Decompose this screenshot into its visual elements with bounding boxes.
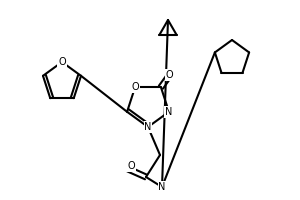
- Text: O: O: [127, 161, 135, 171]
- Text: O: O: [166, 70, 174, 80]
- Text: N: N: [165, 107, 172, 117]
- Text: O: O: [58, 57, 66, 67]
- Text: N: N: [158, 182, 166, 192]
- Text: N: N: [144, 122, 152, 132]
- Text: O: O: [131, 82, 139, 92]
